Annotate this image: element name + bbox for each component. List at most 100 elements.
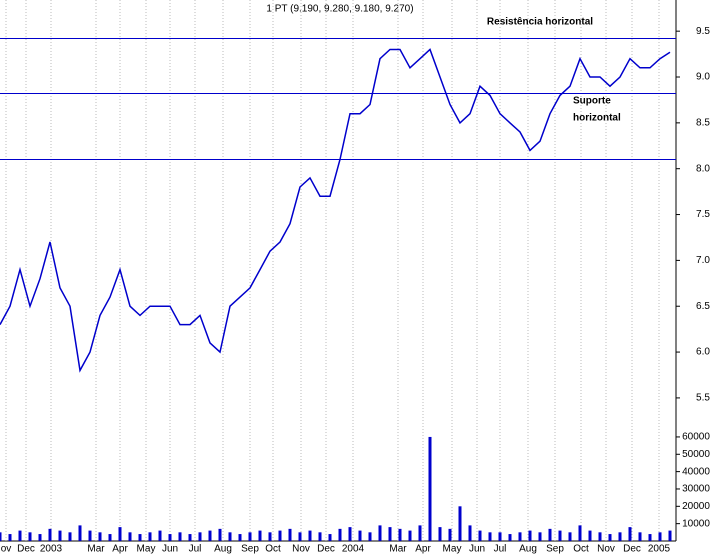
volume-bar: [68, 532, 72, 541]
y-tick-label: 60000: [682, 432, 710, 443]
x-tick-label: Jul: [189, 544, 202, 555]
volume-bar: [78, 525, 82, 541]
volume-bar: [548, 528, 552, 541]
x-tick-label: Sep: [241, 544, 259, 555]
volume-bar: [338, 528, 342, 541]
volume-bar: [378, 525, 382, 541]
volume-bar: [598, 532, 602, 541]
x-tick-label: Dec: [17, 544, 35, 555]
volume-bar: [198, 532, 202, 541]
x-tick-label: 2003: [40, 544, 63, 555]
volume-bar: [168, 534, 172, 541]
y-tick-label: 10000: [682, 518, 710, 529]
volume-bar: [88, 530, 92, 541]
x-tick-label: Aug: [519, 544, 537, 555]
volume-bar: [388, 527, 392, 541]
x-tick-label: Jun: [162, 544, 178, 555]
y-tick-label: 9.0: [696, 72, 710, 83]
volume-bar: [188, 534, 192, 541]
volume-bar: [58, 530, 62, 541]
volume-bar: [178, 532, 182, 541]
x-tick-label: Nov: [292, 544, 310, 555]
volume-bar: [448, 528, 452, 541]
x-tick-label: 2005: [648, 544, 671, 555]
annotation: horizontal: [573, 113, 621, 124]
volume-bar: [288, 528, 292, 541]
price-line: [0, 48, 671, 373]
volume-bar: [408, 530, 412, 541]
volume-bar: [28, 532, 32, 541]
volume-bar: [328, 534, 332, 541]
volume-bar: [368, 532, 372, 541]
x-tick-label: May: [137, 544, 156, 555]
volume-bar: [238, 534, 242, 541]
chart-title: 1 PT (9.190, 9.280, 9.180, 9.270): [266, 4, 413, 15]
volume-bar: [618, 532, 622, 541]
volume-bar: [668, 530, 672, 541]
volume-bar: [158, 530, 162, 541]
y-tick-label: 8.5: [696, 117, 710, 128]
volume-bar: [108, 534, 112, 541]
y-tick-label: 6.5: [696, 301, 710, 312]
volume-bar: [38, 534, 42, 541]
volume-bar: [568, 532, 572, 541]
x-tick-label: Mar: [389, 544, 407, 555]
volume-bar: [428, 436, 432, 541]
volume-bar: [478, 530, 482, 541]
volume-bar: [318, 532, 322, 541]
annotation: Suporte: [573, 96, 611, 107]
x-tick-label: Sep: [546, 544, 564, 555]
volume-bar: [218, 528, 222, 541]
y-tick-label: 20000: [682, 501, 710, 512]
x-tick-label: Jul: [494, 544, 507, 555]
volume-bar: [118, 527, 122, 541]
volume-bar: [438, 527, 442, 541]
volume-bar: [458, 506, 462, 541]
y-tick-label: 6.0: [696, 347, 710, 358]
x-tick-label: Mar: [87, 544, 105, 555]
volume-bar: [298, 532, 302, 541]
x-tick-label: Oct: [265, 544, 281, 555]
volume-bar: [308, 530, 312, 541]
volume-bar: [638, 532, 642, 541]
volume-bar: [608, 534, 612, 541]
volume-bar: [358, 530, 362, 541]
volume-bar: [398, 528, 402, 541]
volume-bar: [468, 525, 472, 541]
volume-bar: [348, 527, 352, 541]
volume-bar: [268, 532, 272, 541]
volume-bar: [488, 532, 492, 541]
y-tick-label: 7.5: [696, 209, 710, 220]
x-tick-label: Oct: [573, 544, 589, 555]
x-tick-label: Apr: [112, 544, 128, 555]
volume-bar: [148, 532, 152, 541]
y-tick-label: 9.5: [696, 26, 710, 37]
x-tick-label: Jun: [469, 544, 485, 555]
volume-bar: [228, 532, 232, 541]
x-tick-label: Aug: [214, 544, 232, 555]
volume-bar: [48, 528, 52, 541]
y-tick-label: 30000: [682, 484, 710, 495]
volume-bar: [8, 534, 12, 541]
volume-bar: [588, 530, 592, 541]
volume-bar: [418, 525, 422, 541]
volume-bar: [248, 532, 252, 541]
x-tick-label: Dec: [623, 544, 641, 555]
volume-bar: [18, 530, 22, 541]
x-tick-label: Dec: [317, 544, 335, 555]
volume-bar: [208, 530, 212, 541]
x-tick-label: Apr: [415, 544, 431, 555]
x-tick-label: 2004: [342, 544, 365, 555]
volume-bar: [0, 532, 2, 541]
y-tick-label: 5.5: [696, 393, 710, 404]
volume-bar: [258, 530, 262, 541]
volume-bar: [538, 532, 542, 541]
volume-bar: [498, 532, 502, 541]
y-tick-label: 7.0: [696, 255, 710, 266]
y-tick-label: 40000: [682, 466, 710, 477]
volume-bar: [278, 530, 282, 541]
volume-bar: [648, 534, 652, 541]
volume-bar: [508, 534, 512, 541]
volume-bar: [658, 532, 662, 541]
